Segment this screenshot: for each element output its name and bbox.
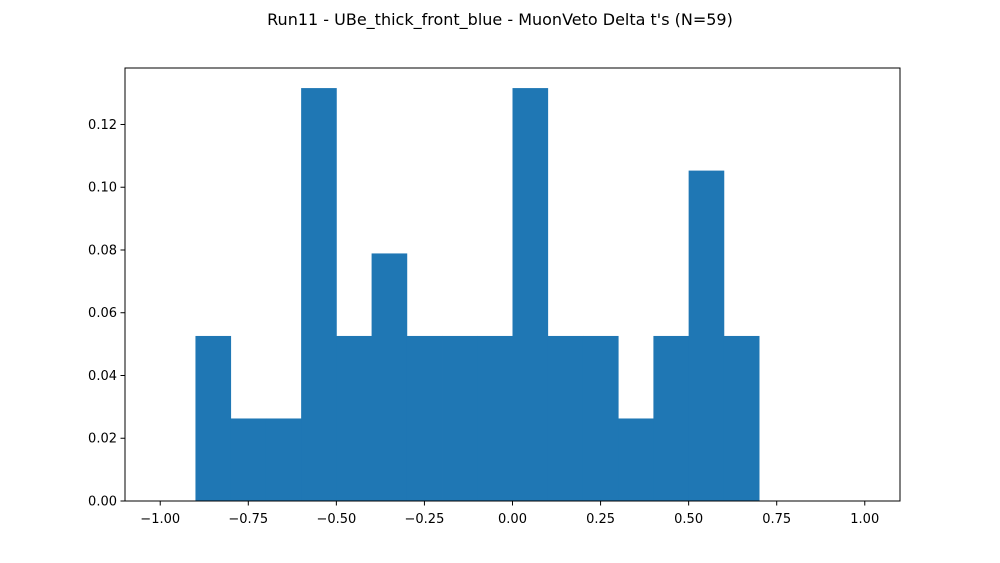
histogram-bars <box>195 88 760 501</box>
x-axis: −1.00 −0.75 −0.50 −0.25 0.00 0.25 0.50 0.75 1.00 <box>140 501 879 527</box>
histogram-bar-3 <box>301 88 337 501</box>
histogram-bar-1 <box>230 418 267 501</box>
y-tick-label: 0.10 <box>88 181 117 196</box>
histogram-bar-15 <box>723 335 760 501</box>
x-tick-label: 1.00 <box>850 512 879 527</box>
x-tick-label: 0.25 <box>586 512 615 527</box>
histogram-bar-7 <box>442 335 478 501</box>
histogram-bar-5 <box>371 253 408 501</box>
y-tick-label: 0.04 <box>88 369 117 384</box>
y-tick-label: 0.06 <box>88 306 117 321</box>
histogram-bar-8 <box>477 335 513 501</box>
histogram-bar-14 <box>688 170 725 501</box>
x-tick-label: 0.75 <box>762 512 791 527</box>
histogram-bar-10 <box>547 335 584 501</box>
y-tick-label: 0.02 <box>88 432 117 447</box>
histogram-bar-12 <box>618 418 654 501</box>
histogram-bar-13 <box>653 335 690 501</box>
histogram-bar-0 <box>195 335 232 501</box>
histogram-bar-6 <box>406 335 443 501</box>
y-tick-label: 0.08 <box>88 243 117 258</box>
x-tick-label: 0.00 <box>498 512 527 527</box>
plot-frame <box>124 67 901 502</box>
histogram-bar-11 <box>582 335 619 501</box>
histogram-bar-9 <box>512 88 549 501</box>
x-tick-label: 0.50 <box>674 512 703 527</box>
x-tick-label: −1.00 <box>140 512 180 527</box>
histogram-bar-2 <box>265 418 302 501</box>
y-axis: 0.00 0.02 0.04 0.06 0.08 0.10 0.12 <box>88 118 125 510</box>
x-tick-label: −0.50 <box>316 512 356 527</box>
x-tick-label: −0.75 <box>228 512 268 527</box>
y-tick-label: 0.00 <box>88 495 117 510</box>
chart-title: Run11 - UBe_thick_front_blue - MuonVeto … <box>267 10 733 30</box>
histogram-bar-4 <box>336 335 372 501</box>
x-tick-label: −0.25 <box>405 512 445 527</box>
y-tick-label: 0.12 <box>88 118 117 133</box>
